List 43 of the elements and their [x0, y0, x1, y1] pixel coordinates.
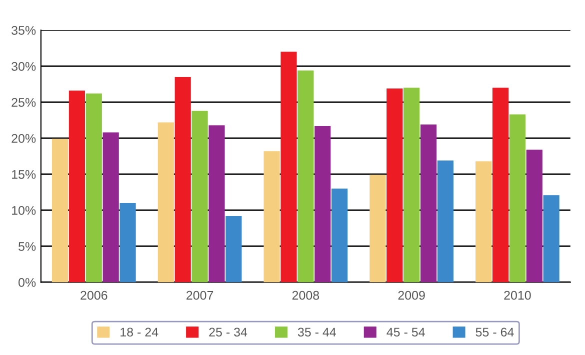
y-tick-label: 30%: [12, 62, 36, 71]
bar: [208, 125, 225, 282]
y-tick-label: 5%: [18, 242, 36, 251]
bar: [52, 138, 68, 282]
bar: [332, 188, 348, 282]
y-tick-label: 0%: [18, 278, 36, 287]
bar: [174, 76, 191, 282]
x-tick-label: 2008: [292, 290, 320, 300]
legend-label: 35 - 44: [298, 328, 336, 337]
bar: [102, 132, 119, 282]
bar: [158, 122, 174, 282]
bar: [476, 161, 492, 282]
bar: [120, 203, 136, 282]
y-tick-label: 25%: [12, 98, 36, 107]
legend-label: 18 - 24: [120, 328, 158, 337]
bar: [404, 88, 420, 282]
x-tick-label: 2006: [80, 290, 108, 300]
x-tick-label: 2007: [186, 290, 214, 300]
bar: [192, 110, 208, 282]
bar: [68, 90, 85, 282]
bar: [386, 88, 403, 282]
bar: [264, 151, 280, 282]
x-tick-label: 2009: [398, 290, 425, 300]
bar: [509, 114, 526, 282]
bar: [314, 126, 331, 282]
y-tick-label: 35%: [12, 26, 36, 35]
bar: [492, 88, 509, 282]
bar: [226, 216, 242, 282]
y-tick-label: 10%: [12, 206, 36, 215]
y-tick-label: 15%: [12, 170, 36, 179]
bar: [437, 160, 454, 282]
legend-label: 55 - 64: [476, 328, 514, 337]
legend-label: 25 - 34: [209, 328, 248, 337]
bar: [370, 174, 386, 282]
bar: [86, 94, 102, 282]
bar: [298, 70, 314, 282]
bar: [420, 124, 437, 282]
bar: [280, 52, 297, 282]
y-tick-label: 20%: [12, 134, 36, 143]
bar: [526, 150, 542, 282]
legend-label: 45 - 54: [386, 328, 425, 337]
x-tick-label: 2010: [504, 290, 531, 300]
bar: [543, 195, 560, 282]
